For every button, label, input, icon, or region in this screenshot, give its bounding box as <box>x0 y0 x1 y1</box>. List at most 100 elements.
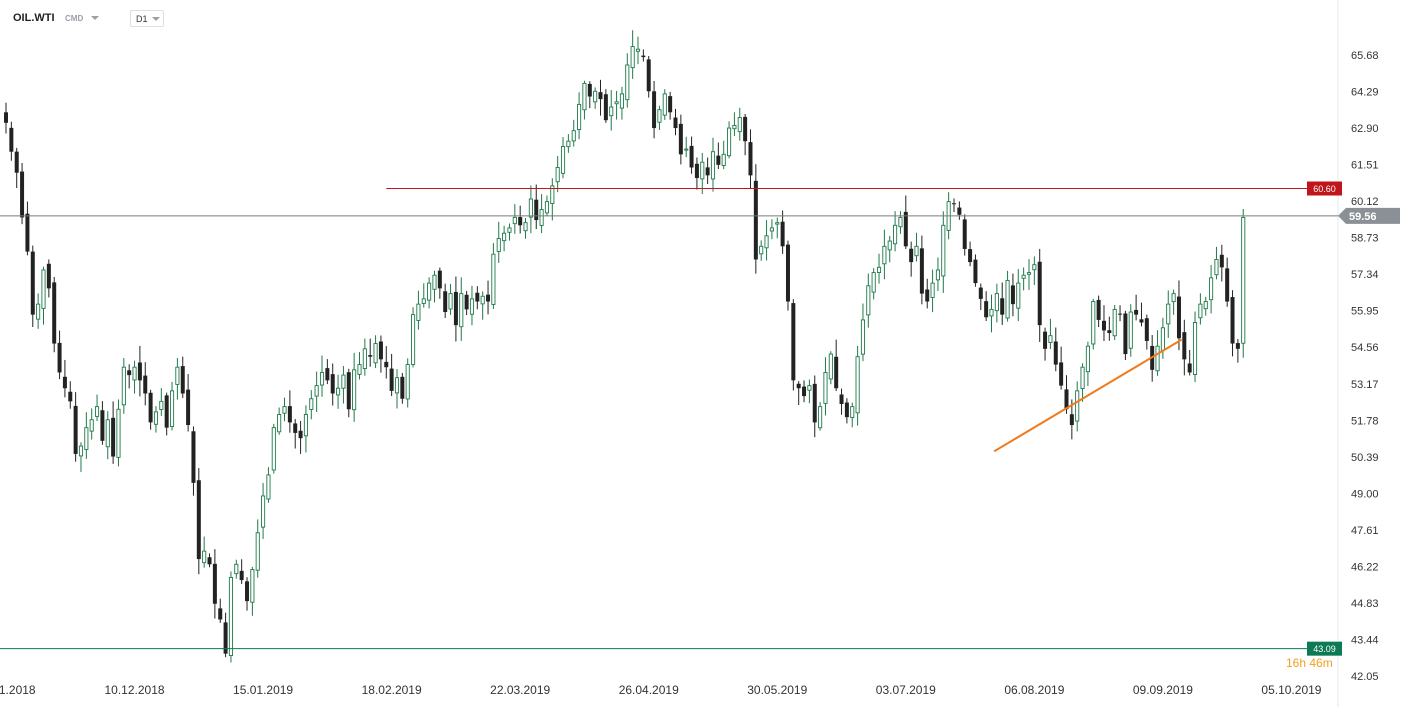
candle-body-bull <box>336 387 341 396</box>
candle-body-bear <box>143 375 148 394</box>
candle-body-bear <box>437 270 442 289</box>
candle-body-bull <box>405 364 410 400</box>
countdown-label: 16h 46m <box>1286 656 1333 670</box>
candle-body-bull <box>769 227 774 232</box>
candle-body-bear <box>325 368 330 381</box>
candle-body-bear <box>952 203 957 205</box>
candle-body-bear <box>239 570 244 581</box>
y-tick-label: 54.56 <box>1351 342 1379 354</box>
y-tick-label: 58.73 <box>1351 233 1379 245</box>
y-tick-label: 62.90 <box>1351 123 1379 135</box>
candle-body-bull <box>930 282 935 298</box>
x-tick-label: 30.05.2019 <box>747 683 807 697</box>
candle-body-bull <box>1160 327 1165 351</box>
chart-toolbar: OIL.WTI CMD D1 <box>0 0 300 36</box>
candle-body-bull <box>78 445 84 457</box>
candle-body-bull <box>662 93 667 116</box>
candle-body-bull <box>935 269 940 281</box>
candle-body-bull <box>277 414 282 433</box>
candle-body-bear <box>978 287 983 299</box>
candle-body-bear <box>346 372 351 410</box>
candle-body-bear <box>57 342 62 373</box>
candle-body-bear <box>453 291 458 326</box>
support-price-label: 43.09 <box>1313 644 1336 654</box>
candle-body-bull <box>1166 303 1171 325</box>
candle-body-bear <box>1118 313 1123 315</box>
candle-body-bear <box>518 217 523 226</box>
candle-body-bull <box>1026 272 1032 275</box>
candle-body-bear <box>464 294 469 310</box>
candle-body-bear <box>443 291 448 313</box>
candle-body-bear <box>694 163 699 178</box>
candle-body-bear <box>191 431 196 483</box>
candle-body-bull <box>850 406 855 418</box>
candle-body-bear <box>1225 268 1230 302</box>
candle-body-bear <box>1053 341 1058 365</box>
candle-body-bear <box>46 263 51 289</box>
candle-body-bull <box>432 274 437 290</box>
candle-body-bull <box>469 298 475 315</box>
candle-body-bear <box>973 259 978 284</box>
candle-body-bear <box>1176 296 1181 339</box>
candle-body-bear <box>1000 298 1005 315</box>
y-tick-label: 55.95 <box>1351 306 1379 318</box>
candle-body-bull <box>261 495 266 528</box>
candle-body-bull <box>866 285 871 316</box>
candle-body-bear <box>25 213 30 252</box>
candle-body-bull <box>169 390 175 427</box>
candle-body-bull <box>271 427 276 471</box>
candle-body-bull <box>319 372 325 386</box>
candle-body-bull <box>266 474 271 500</box>
candle-body-bull <box>625 64 630 101</box>
candle-body-bull <box>614 101 619 105</box>
candle-body-bull <box>893 224 898 245</box>
candle-body-bull <box>357 364 362 375</box>
candle-body-bear <box>68 391 73 402</box>
candle-body-bear <box>1096 299 1101 320</box>
candle-body-bull <box>989 308 994 317</box>
candle-body-bear <box>73 405 78 454</box>
candle-body-bull <box>710 151 716 180</box>
y-tick-label: 60.12 <box>1351 196 1379 208</box>
candle-body-bear <box>668 96 673 113</box>
candle-body-bear <box>475 292 480 302</box>
candle-body-bear <box>378 341 383 360</box>
candle-body-bear <box>137 362 142 381</box>
candle-body-bear <box>9 127 14 152</box>
candle-body-bull <box>1241 216 1246 344</box>
candle-body-bull <box>823 372 828 404</box>
candle-body-bear <box>705 167 710 176</box>
candle-body-bull <box>882 245 887 265</box>
candle-body-bull <box>887 240 892 251</box>
candle-body-bear <box>14 151 19 173</box>
candle-body-bull <box>721 153 726 166</box>
candle-body-bull <box>175 366 180 385</box>
candle-body-bear <box>791 303 796 381</box>
interval-select[interactable]: D1 <box>130 10 164 27</box>
symbol-label[interactable]: OIL.WTI <box>13 12 55 24</box>
y-tick-label: 47.61 <box>1351 525 1379 537</box>
candle-body-bull <box>1112 308 1117 337</box>
resistance-price-tag <box>1307 181 1342 196</box>
candle-body-bear <box>1064 389 1069 410</box>
y-tick-label: 44.83 <box>1351 598 1379 610</box>
candle-body-bear <box>207 557 212 565</box>
candle-body-bear <box>30 251 35 315</box>
candle-body-bear <box>925 289 930 302</box>
candle-body-bear <box>127 370 132 376</box>
x-tick-label: 22.03.2019 <box>490 683 550 697</box>
candle-body-bear <box>1139 319 1144 323</box>
candle-body-bear <box>678 123 683 155</box>
candle-body-bull <box>828 353 833 380</box>
instrument-type-label[interactable]: CMD <box>65 14 84 23</box>
candle-body-bull <box>1209 277 1214 301</box>
chevron-down-icon[interactable] <box>91 16 99 20</box>
candle-body-bull <box>411 314 416 365</box>
candle-body-bull <box>41 269 46 309</box>
candle-body-bear <box>1069 414 1074 426</box>
candle-body-bull <box>759 245 764 255</box>
candle-body-bull <box>528 198 533 218</box>
candle-body-bear <box>641 55 646 58</box>
candle-body-bear <box>1144 318 1149 341</box>
